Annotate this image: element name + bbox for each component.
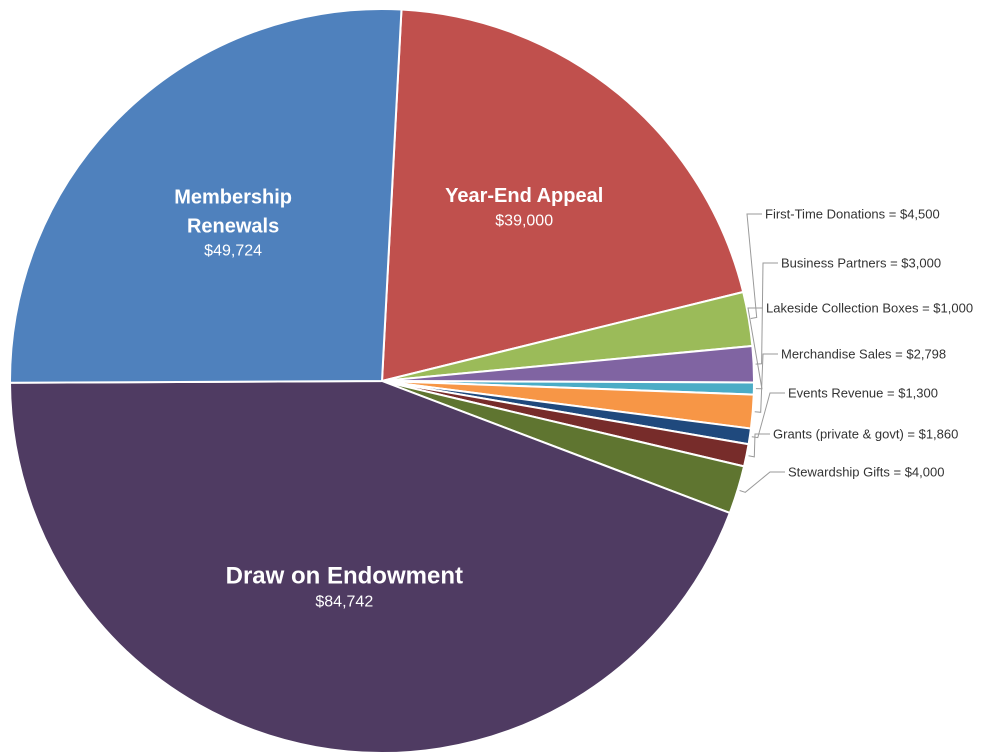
slice-labels: Year-End Appeal $39,000 First-Time Donatio…: [174, 185, 973, 611]
leader-line-business-partners: [755, 262, 778, 365]
leader-lines: [739, 213, 785, 493]
slice-label-draw-on-endowment: Draw on Endowment: [226, 563, 463, 590]
slice-label-stewardship-gifts: Stewardship Gifts = $4,000: [788, 465, 944, 480]
leader-line-grants-private-govt: [748, 433, 770, 458]
leader-line-merchandise-sales: [754, 353, 778, 413]
pie-slice-year-end-appeal: [380, 8, 745, 383]
slice-label-lakeside-collection-boxes: Lakeside Collection Boxes = $1,000: [766, 301, 973, 316]
slice-label-events-revenue: Events Revenue = $1,300: [788, 386, 938, 401]
slice-label-merchandise-sales: Merchandise Sales = $2,798: [781, 347, 946, 362]
leader-line-lakeside-collection-boxes: [747, 307, 763, 390]
slice-value-membership-renewals: $49,724: [204, 243, 262, 260]
slice-label-grants-private-govt: Grants (private & govt) = $1,860: [773, 427, 958, 442]
slice-label-business-partners: Business Partners = $3,000: [781, 256, 941, 271]
leader-line-first-time-donations: [746, 213, 762, 319]
leader-line-stewardship-gifts: [739, 471, 785, 493]
slice-label-first-time-donations: First-Time Donations = $4,500: [765, 207, 940, 222]
pie-slice-draw-on-endowment: [8, 379, 732, 754]
slice-value-draw-on-endowment: $84,742: [315, 594, 373, 611]
slice-label-year-end-appeal: Year-End Appeal: [445, 185, 603, 207]
pie-slices: [8, 8, 756, 754]
slice-value-year-end-appeal: $39,000: [495, 212, 553, 229]
pie-slice-membership-renewals: [8, 8, 403, 384]
slice-label-membership-renewals: Membership Renewals: [174, 186, 292, 237]
